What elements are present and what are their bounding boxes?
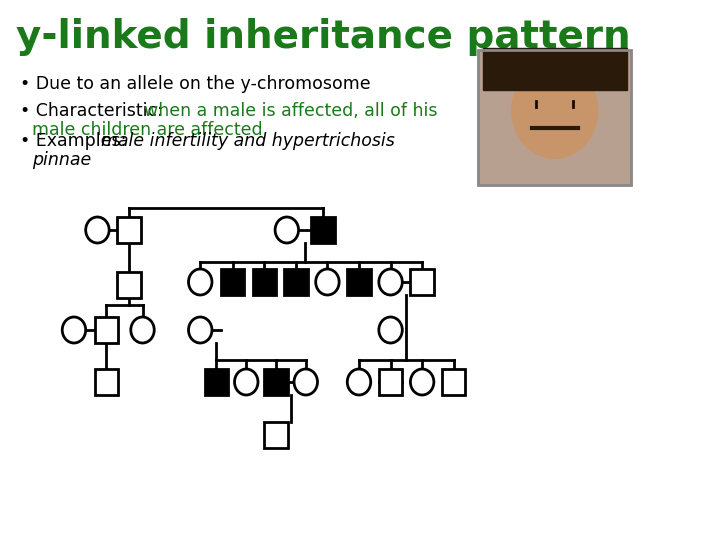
Text: • Examples:: • Examples: bbox=[20, 132, 132, 150]
Bar bbox=[311, 217, 335, 243]
Circle shape bbox=[294, 369, 318, 395]
Bar bbox=[117, 272, 140, 298]
Text: pinnae: pinnae bbox=[32, 151, 91, 169]
Text: when a male is affected, all of his: when a male is affected, all of his bbox=[144, 102, 438, 120]
Bar bbox=[379, 369, 402, 395]
Bar bbox=[95, 317, 118, 343]
Circle shape bbox=[379, 317, 402, 343]
Circle shape bbox=[347, 369, 371, 395]
Bar bbox=[478, 50, 631, 185]
Circle shape bbox=[275, 217, 299, 243]
Text: male infertility and hypertrichosis: male infertility and hypertrichosis bbox=[101, 132, 395, 150]
Bar bbox=[264, 369, 288, 395]
Bar bbox=[478, 50, 631, 185]
Text: • Characteristic:: • Characteristic: bbox=[20, 102, 168, 120]
Circle shape bbox=[512, 63, 598, 158]
Text: male children are affected: male children are affected bbox=[32, 121, 263, 139]
Bar bbox=[253, 269, 276, 295]
Bar bbox=[204, 369, 228, 395]
Bar bbox=[482, 48, 627, 90]
Bar bbox=[95, 369, 118, 395]
Circle shape bbox=[86, 217, 109, 243]
Circle shape bbox=[189, 269, 212, 295]
Circle shape bbox=[315, 269, 339, 295]
Circle shape bbox=[379, 269, 402, 295]
Bar bbox=[347, 269, 371, 295]
Circle shape bbox=[131, 317, 154, 343]
Circle shape bbox=[62, 317, 86, 343]
Bar bbox=[221, 269, 244, 295]
Circle shape bbox=[235, 369, 258, 395]
Circle shape bbox=[189, 317, 212, 343]
Bar bbox=[117, 217, 140, 243]
Bar bbox=[442, 369, 465, 395]
Text: y-linked inheritance pattern: y-linked inheritance pattern bbox=[17, 18, 631, 56]
Text: • Due to an allele on the y-chromosome: • Due to an allele on the y-chromosome bbox=[20, 75, 371, 93]
Bar bbox=[410, 269, 434, 295]
Circle shape bbox=[410, 369, 434, 395]
Bar bbox=[284, 269, 307, 295]
Bar bbox=[264, 422, 288, 448]
